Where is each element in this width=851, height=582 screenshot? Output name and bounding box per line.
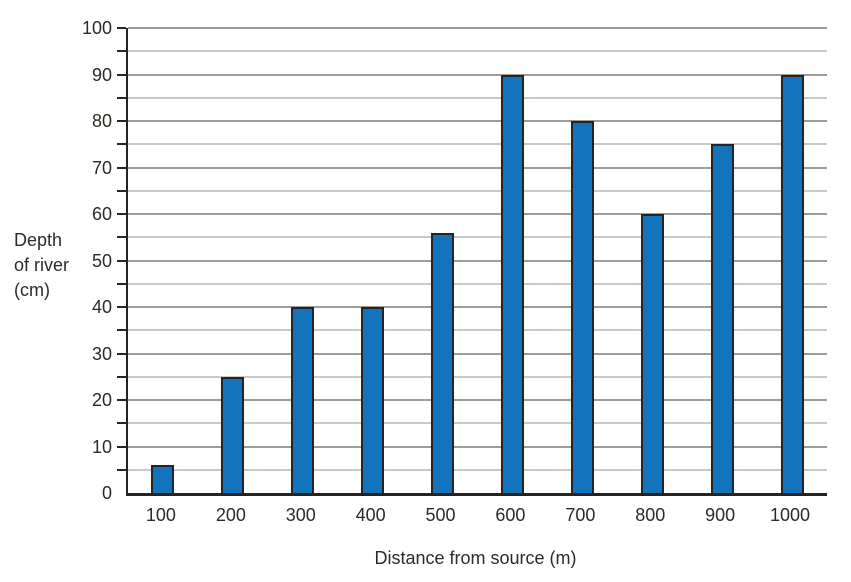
y-axis-tick	[117, 120, 126, 122]
y-tick-label: 70	[91, 157, 112, 178]
y-axis-tick	[117, 399, 126, 401]
gridline-minor	[128, 329, 827, 332]
x-tick-label: 100	[145, 505, 176, 525]
gridline-major	[128, 213, 827, 215]
gridline-minor	[128, 189, 827, 192]
y-tick-label: 10	[91, 436, 112, 457]
gridline-minor	[128, 96, 827, 99]
gridline-major	[128, 120, 827, 122]
y-axis-tick	[117, 468, 126, 471]
bar-400	[361, 307, 385, 493]
y-axis-tick	[117, 352, 126, 355]
y-axis-tick	[117, 259, 126, 262]
y-axis-tick	[117, 143, 126, 146]
x-tick-label: 400	[355, 505, 386, 525]
bar-1000	[780, 74, 804, 493]
y-axis-title: Depth of river (cm)	[14, 228, 69, 303]
y-axis-tick	[117, 236, 126, 239]
x-axis-title: Distance from source (m)	[374, 548, 577, 568]
x-tick-label: 600	[495, 505, 526, 525]
gridline-minor	[128, 50, 827, 53]
gridline-major	[128, 166, 827, 169]
bar-900	[710, 144, 734, 493]
gridline-minor	[128, 375, 827, 378]
x-tick-label: 500	[425, 505, 456, 525]
y-axis-title-line: (cm)	[14, 280, 50, 300]
y-axis-title-line: Depth	[14, 230, 63, 250]
gridline-major	[128, 399, 827, 401]
x-tick-label: 800	[635, 505, 666, 525]
bar-600	[500, 74, 524, 493]
y-tick-label: 60	[91, 204, 112, 224]
gridline-major	[128, 27, 827, 29]
gridline-major	[128, 73, 827, 76]
x-tick-label: 200	[215, 505, 246, 525]
bar-800	[640, 214, 664, 493]
y-tick-label: 30	[91, 343, 112, 364]
x-tick-label: 300	[285, 505, 316, 525]
y-axis-tick	[117, 189, 126, 192]
bar-200	[221, 376, 245, 493]
bar-500	[431, 232, 455, 493]
y-axis-tick	[117, 213, 126, 215]
x-tick-label: 900	[705, 505, 736, 525]
y-axis-tick	[117, 422, 126, 425]
y-tick-label: 40	[91, 297, 112, 317]
y-axis-tick	[117, 50, 126, 53]
y-tick-label: 90	[91, 64, 112, 85]
x-tick-label: 1000	[770, 505, 811, 525]
y-tick-label: 80	[91, 111, 112, 131]
gridline-minor	[128, 143, 827, 146]
gridline-minor	[128, 236, 827, 239]
y-axis-tick	[117, 96, 126, 99]
y-axis-tick	[117, 27, 126, 29]
gridline-minor	[128, 468, 827, 471]
y-axis-tick	[117, 329, 126, 332]
y-tick-label: 100	[81, 18, 112, 38]
x-tick-label: 700	[565, 505, 596, 525]
y-axis-tick	[117, 282, 126, 285]
gridline-minor	[128, 422, 827, 425]
y-tick-label: 20	[91, 390, 112, 410]
y-axis-tick	[117, 375, 126, 378]
bar-100	[151, 465, 175, 493]
gridline-minor	[128, 282, 827, 285]
gridline-major	[128, 352, 827, 355]
gridline-major	[128, 445, 827, 448]
y-axis-title-line: of river	[14, 255, 70, 275]
y-axis-tick	[117, 445, 126, 448]
bar-300	[291, 307, 315, 493]
y-tick-label: 0	[101, 483, 112, 503]
gridline-major	[128, 259, 827, 262]
y-tick-label: 50	[91, 250, 112, 271]
bar-700	[570, 121, 594, 493]
plot-area	[117, 27, 827, 496]
gridline-major	[128, 306, 827, 308]
y-axis-tick	[117, 166, 126, 169]
y-axis-tick	[117, 306, 126, 308]
y-axis-tick	[117, 73, 126, 76]
